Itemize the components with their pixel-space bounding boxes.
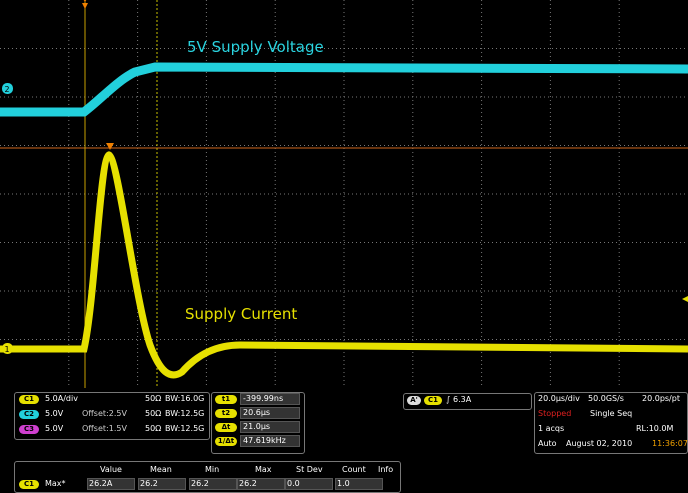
trigger-slope: ∫: [446, 395, 451, 404]
channel-offset: Offset:1.5V: [82, 424, 127, 433]
timebase-field: Auto: [538, 439, 557, 448]
ch1-trace: [0, 151, 688, 379]
timebase-field: 20.0ps/pt: [642, 394, 680, 403]
column-header: Min: [205, 465, 220, 474]
channel-impedance: 50Ω: [145, 409, 162, 418]
timebase-field: 11:36:07: [652, 439, 688, 448]
channel-marker: 1: [5, 345, 10, 354]
cursor-badge: Δt: [215, 423, 237, 432]
channel-scale: 5.0A/div: [45, 394, 78, 403]
trigger-source: C1: [424, 396, 442, 405]
ch1-marker-bg: [2, 343, 13, 354]
measure-value: 26.2: [191, 479, 209, 488]
timebase-field: August 02, 2010: [566, 439, 633, 448]
trace-label: 5V Supply Voltage: [187, 38, 324, 56]
cursor-cell: [240, 407, 300, 419]
cursor-value: 21.0µs: [243, 422, 271, 431]
row-badge: C1: [19, 480, 39, 489]
cursor-badge: t2: [215, 409, 237, 418]
cursor-value: 47.619kHz: [243, 436, 286, 445]
ch2-trace: [0, 62, 688, 117]
cursor-cell: [240, 435, 300, 447]
graticule: 5V Supply Voltage Supply Current 2 1: [0, 0, 688, 388]
cursor-cell: [240, 393, 300, 405]
channel-box: [14, 392, 210, 440]
column-header: Max: [255, 465, 272, 474]
timebase-field: Stopped: [538, 409, 572, 418]
column-header: Mean: [150, 465, 172, 474]
column-header: St Dev: [296, 465, 323, 474]
row-name: Max*: [45, 479, 66, 488]
measure-value: 26.2: [239, 479, 257, 488]
timebase-field: RL:10.0M: [636, 424, 674, 433]
cursor-badge: t1: [215, 395, 237, 404]
timebase-field: Single Seq: [590, 409, 633, 418]
measure-value: 26.2: [140, 479, 158, 488]
column-header: Info: [378, 465, 394, 474]
column-header: Value: [100, 465, 122, 474]
channel-bandwidth: BW:12.5G: [165, 424, 205, 433]
cursor-value: -399.99ns: [243, 394, 284, 403]
trigger-marker: [82, 0, 88, 9]
measure-value: 1.0: [337, 479, 350, 488]
peak-marker: [106, 143, 114, 150]
trigger-level: 6.3A: [453, 395, 472, 404]
timebase-field: 1 acqs: [538, 424, 565, 433]
channel-badge: C1: [19, 395, 39, 404]
level-marker: [682, 296, 688, 302]
channel-impedance: 50Ω: [145, 394, 162, 403]
cursor-value: 20.6µs: [243, 408, 271, 417]
measure-value: 0.0: [287, 479, 300, 488]
trace-label: Supply Current: [185, 305, 297, 323]
timebase-field: 50.0GS/s: [588, 394, 624, 403]
channel-badge: C3: [19, 425, 39, 434]
timebase-field: 20.0µs/div: [538, 394, 580, 403]
channel-bandwidth: BW:12.5G: [165, 409, 205, 418]
trigger-mode: A': [407, 396, 421, 405]
channel-bandwidth: BW:16.0G: [165, 394, 205, 403]
column-header: Count: [342, 465, 366, 474]
channel-marker: 2: [5, 85, 10, 94]
measure-value: 26.2A: [89, 479, 113, 488]
channel-scale: 5.0V: [45, 424, 64, 433]
cursor-badge: 1/Δt: [215, 437, 237, 446]
channel-scale: 5.0V: [45, 409, 64, 418]
channel-impedance: 50Ω: [145, 424, 162, 433]
channel-badge: C2: [19, 410, 39, 419]
cursor-cell: [240, 421, 300, 433]
ch2-marker-bg: [2, 83, 13, 94]
channel-offset: Offset:2.5V: [82, 409, 127, 418]
